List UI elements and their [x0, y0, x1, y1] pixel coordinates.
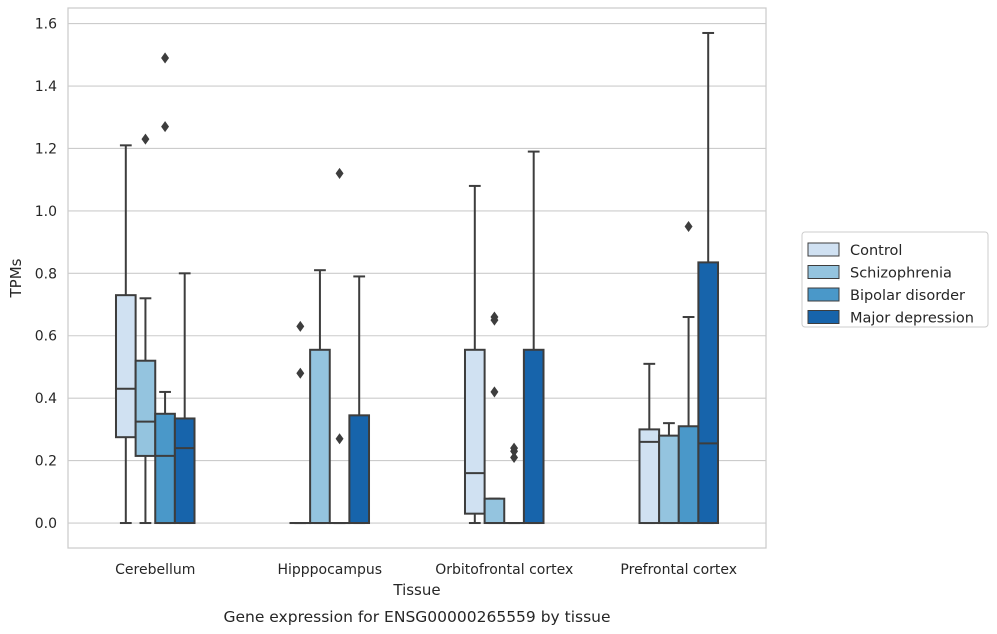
outlier-point [296, 367, 305, 379]
y-tick-label: 1.0 [35, 204, 57, 220]
legend-swatch [807, 242, 840, 257]
box-body [154, 412, 176, 525]
legend-label: Bipolar disorder [850, 288, 965, 304]
outlier-point [490, 386, 499, 398]
plot-frame [67, 7, 767, 549]
legend-label: Control [850, 243, 902, 259]
box-major-depression [522, 150, 545, 525]
box-body [483, 497, 506, 525]
chart-caption: Gene expression for ENSG00000265559 by t… [223, 608, 610, 626]
legend-item: Schizophrenia [807, 265, 952, 282]
outlier-point [335, 167, 344, 179]
outlier-point [510, 451, 519, 463]
box-body [134, 359, 157, 457]
box-body [658, 434, 680, 525]
box-control [463, 184, 486, 525]
outlier-point [490, 311, 499, 323]
y-tick-label: 1.2 [35, 141, 57, 157]
x-tick-labels: Cerebellum Hipppocampus Orbitofrontal cort… [115, 562, 737, 578]
box-major-depression [348, 275, 371, 525]
x-tick-label: Prefrontal cortex [620, 562, 737, 578]
legend-item: Control [807, 242, 902, 259]
legend-items: Control Schizophrenia Bipolar disorder Majo… [807, 242, 974, 327]
box-schizophrenia [658, 422, 680, 525]
legend-frame [801, 231, 989, 328]
box-body [173, 417, 196, 525]
legend-label: Major depression [850, 311, 974, 327]
x-axis-label: Tissue [392, 581, 440, 599]
y-tick-label: 0.4 [35, 391, 57, 407]
y-tick-label: 0.0 [35, 516, 57, 532]
box-control [114, 144, 137, 525]
outlier-point [141, 133, 150, 145]
outlier-point [684, 220, 693, 233]
y-axis-label: TPMs [7, 258, 25, 298]
legend-item: Bipolar disorder [807, 287, 965, 304]
box-body [463, 348, 486, 515]
boxes [114, 31, 720, 525]
box-bipolar-disorder [154, 52, 176, 525]
y-tick-label: 1.4 [35, 79, 57, 95]
x-tick-label: Orbitofrontal cortex [435, 562, 573, 578]
box-body [348, 414, 371, 525]
legend-swatch [807, 287, 840, 302]
outlier-point [161, 121, 170, 133]
box-schizophrenia [134, 133, 157, 525]
legend-swatch [807, 265, 840, 279]
box-major-depression [697, 31, 720, 525]
box-body [638, 428, 661, 525]
outlier-point [510, 442, 519, 454]
legend-label: Schizophrenia [850, 266, 952, 282]
y-tick-label: 1.6 [35, 17, 57, 33]
box-schizophrenia [483, 311, 506, 525]
y-tick-labels: 0.0 0.2 0.4 0.6 0.8 1.0 1.2 1.4 1.6 [35, 17, 57, 532]
x-tick-label: Cerebellum [115, 562, 195, 578]
box-control [289, 320, 312, 525]
box-bipolar-disorder [328, 167, 351, 525]
box-body [522, 348, 545, 525]
outlier-point [296, 320, 305, 332]
x-tick-label: Hipppocampus [277, 562, 382, 578]
y-tick-label: 0.2 [35, 454, 57, 470]
box-body [114, 294, 137, 439]
box-body [697, 261, 720, 525]
outlier-point [335, 433, 344, 445]
y-tick-label: 0.8 [35, 266, 57, 282]
legend-item: Major depression [807, 310, 974, 327]
legend: Control Schizophrenia Bipolar disorder Majo… [801, 231, 989, 328]
y-tick-label: 0.6 [35, 329, 57, 345]
outlier-point [161, 52, 170, 64]
box-bipolar-disorder [503, 442, 525, 525]
box-schizophrenia [309, 269, 331, 525]
box-bipolar-disorder [677, 220, 700, 525]
box-body [309, 348, 331, 525]
box-control [638, 362, 661, 525]
box-body [677, 425, 700, 525]
legend-swatch [807, 310, 840, 324]
box-major-depression [173, 272, 196, 525]
